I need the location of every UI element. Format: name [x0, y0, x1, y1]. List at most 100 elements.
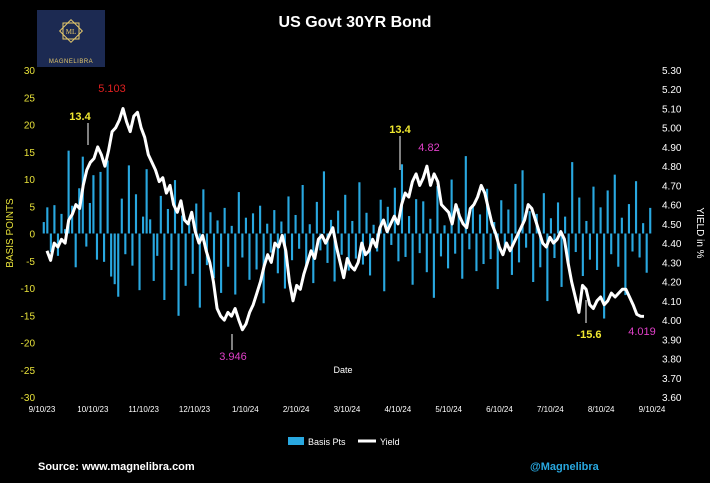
- x-tick-label: 10/10/23: [77, 405, 109, 414]
- left-tick-label: 30: [24, 66, 36, 77]
- left-tick-label: 20: [24, 121, 36, 132]
- left-tick-label: 10: [24, 175, 36, 186]
- bar-basis-pts: [574, 233, 577, 253]
- bar-basis-pts: [585, 220, 588, 234]
- bar-basis-pts: [404, 233, 407, 257]
- bar-basis-pts: [110, 233, 113, 277]
- bar-basis-pts: [507, 209, 510, 234]
- bar-basis-pts: [156, 233, 159, 256]
- bar-basis-pts: [273, 210, 276, 234]
- bar-basis-pts: [230, 225, 233, 234]
- bar-basis-pts: [383, 233, 386, 292]
- left-tick-label: 5: [29, 202, 35, 213]
- bar-basis-pts: [588, 233, 591, 260]
- bar-basis-pts: [532, 233, 535, 283]
- bar-basis-pts: [138, 233, 141, 291]
- bar-basis-pts: [393, 187, 396, 234]
- bar-basis-pts: [78, 188, 81, 234]
- right-tick-label: 4.50: [662, 220, 682, 231]
- x-tick-label: 3/10/24: [334, 405, 361, 414]
- bar-basis-pts: [74, 233, 77, 268]
- bar-basis-pts: [634, 181, 638, 234]
- bar-basis-pts: [67, 150, 70, 234]
- bar-basis-pts: [269, 233, 272, 253]
- line-yield: [45, 107, 645, 332]
- right-tick-label: 3.60: [662, 393, 682, 404]
- right-tick-label: 4.20: [662, 278, 682, 289]
- bar-basis-pts: [443, 225, 446, 234]
- bar-basis-pts: [42, 222, 45, 234]
- bar-basis-pts: [276, 233, 279, 274]
- right-tick-label: 3.80: [662, 355, 682, 366]
- bar-basis-pts: [567, 233, 570, 264]
- bar-basis-pts: [63, 229, 67, 234]
- bar-basis-pts: [553, 233, 556, 259]
- bar-basis-pts: [46, 207, 49, 234]
- right-tick-label: 4.40: [662, 239, 682, 250]
- left-tick-label: -5: [26, 257, 35, 268]
- bar-basis-pts: [255, 233, 258, 270]
- bar-basis-pts: [103, 233, 106, 262]
- bar-basis-pts: [60, 213, 63, 234]
- bar-basis-pts: [617, 233, 620, 267]
- right-axis-title: YIELD in %: [694, 207, 705, 258]
- bar-basis-pts: [379, 199, 382, 234]
- bar-basis-pts: [450, 179, 453, 234]
- social-handle[interactable]: @Magnelibra: [530, 461, 599, 473]
- left-tick-label: -15: [21, 311, 36, 322]
- logo-emblem-icon: ML: [58, 18, 84, 44]
- bar-basis-pts: [322, 171, 326, 234]
- bar-basis-pts: [471, 204, 474, 234]
- bar-basis-pts: [142, 216, 145, 234]
- bar-basis-pts: [475, 233, 478, 272]
- bar-basis-pts: [521, 170, 524, 234]
- legend-label-basis-pts: Basis Pts: [308, 437, 346, 447]
- bar-basis-pts: [280, 221, 283, 234]
- x-tick-label: 4/10/24: [384, 405, 411, 414]
- bar-basis-pts: [227, 233, 230, 267]
- bar-basis-pts: [503, 233, 506, 251]
- bar-basis-pts: [603, 233, 606, 319]
- bar-basis-pts: [188, 223, 191, 234]
- bar-basis-pts: [113, 233, 116, 285]
- bar-basis-pts: [581, 233, 584, 277]
- bar-basis-pts: [546, 233, 549, 302]
- bar-basis-pts: [556, 202, 560, 234]
- bar-basis-pts: [99, 171, 102, 234]
- bar-basis-pts: [223, 207, 226, 234]
- bar-basis-pts: [560, 233, 563, 287]
- bar-basis-pts: [191, 233, 194, 274]
- annotation-label: -15.6: [576, 329, 601, 341]
- bar-basis-pts: [145, 169, 148, 234]
- bar-basis-pts: [613, 174, 616, 234]
- bar-basis-pts: [315, 201, 318, 234]
- right-tick-label: 5.00: [662, 124, 682, 135]
- bar-basis-pts: [134, 194, 138, 234]
- bar-basis-pts: [525, 233, 528, 248]
- bar-basis-pts: [351, 220, 354, 234]
- bar-basis-pts: [620, 217, 623, 234]
- right-tick-label: 4.90: [662, 143, 682, 154]
- bar-basis-pts: [599, 207, 602, 234]
- bar-basis-pts: [248, 233, 251, 280]
- bar-basis-pts: [298, 233, 301, 249]
- bar-basis-pts: [149, 219, 152, 234]
- logo: ML MAGNELIBRA: [37, 10, 105, 67]
- right-tick-label: 3.70: [662, 374, 682, 385]
- bar-basis-pts: [624, 233, 627, 296]
- bar-basis-pts: [365, 212, 368, 234]
- bar-basis-pts: [163, 233, 166, 300]
- bar-basis-pts: [234, 233, 237, 295]
- bar-basis-pts: [454, 233, 457, 254]
- bar-basis-pts: [287, 196, 290, 234]
- bar-basis-pts: [88, 202, 91, 234]
- bar-basis-pts: [397, 233, 400, 262]
- bar-basis-pts: [372, 224, 375, 234]
- bar-basis-pts: [177, 233, 180, 316]
- bar-basis-pts: [496, 233, 499, 290]
- bar-basis-pts: [326, 233, 329, 263]
- bar-basis-pts: [344, 194, 347, 234]
- bar-basis-pts: [486, 188, 489, 234]
- bar-basis-pts: [212, 233, 216, 279]
